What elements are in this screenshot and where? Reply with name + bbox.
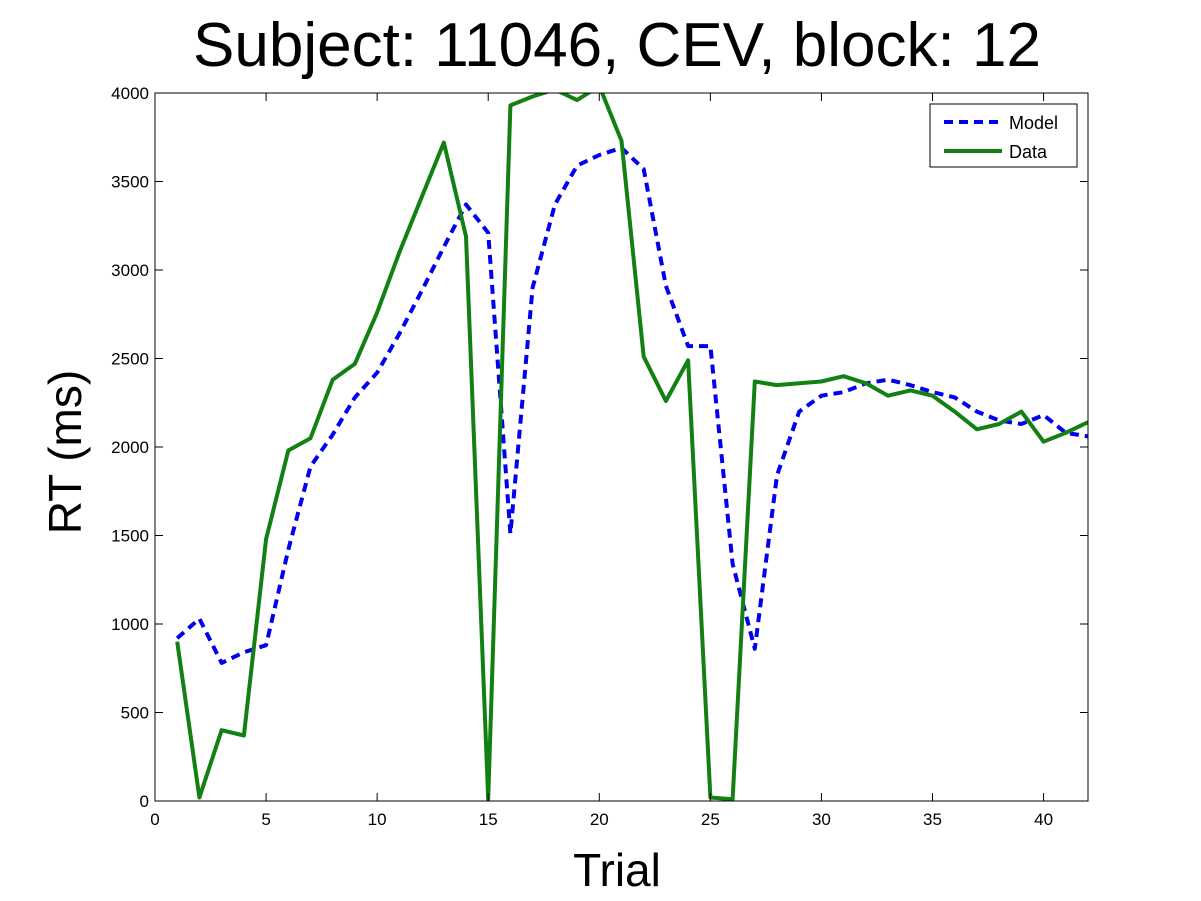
y-tick-label: 4000 [111,84,149,103]
y-tick-label: 500 [121,704,149,723]
y-tick-label: 1000 [111,615,149,634]
y-tick-label: 3500 [111,173,149,192]
y-tick-label: 2500 [111,350,149,369]
x-tick-label: 20 [590,810,609,829]
y-tick-label: 2000 [111,438,149,457]
legend-box [929,103,1078,168]
chart-title: Subject: 11046, CEV, block: 12 [193,11,1041,80]
y-tick-label: 3000 [111,261,149,280]
legend-model-label: Model [1009,113,1058,133]
x-axis-label: Trial [573,844,661,896]
x-tick-label: 0 [150,810,159,829]
y-tick-label: 1500 [111,527,149,546]
legend-data-label: Data [1009,142,1048,162]
x-tick-label: 35 [923,810,942,829]
y-tick-label: 0 [140,792,149,811]
x-tick-label: 25 [701,810,720,829]
legend: Model Data [929,103,1078,168]
ticks-layer: 0 5 10 15 20 25 30 35 40 0 500 1000 1500 2000 2500 3000… [111,84,1088,829]
y-axis-label: RT (ms) [39,370,91,534]
x-tick-label: 40 [1034,810,1053,829]
series-line-model [175,145,1088,665]
x-tick-label: 30 [812,810,831,829]
series-line-data [175,93,1088,801]
x-tick-label: 10 [368,810,387,829]
x-tick-label: 15 [479,810,498,829]
series-layer [175,93,1088,801]
plot-area [155,93,1088,801]
x-tick-label: 5 [261,810,270,829]
